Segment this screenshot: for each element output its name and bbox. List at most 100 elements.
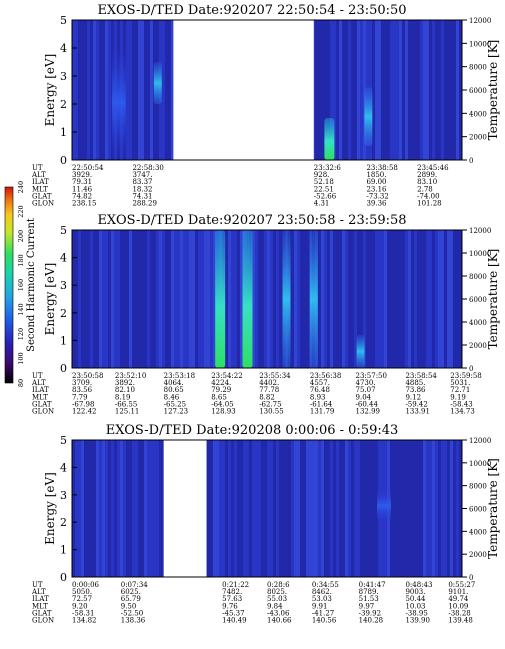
- texture-column: [357, 230, 360, 368]
- orbit-cell: 22:50:54: [72, 164, 104, 172]
- texture-column: [150, 230, 153, 368]
- y2-axis-label: Temperature [K]: [486, 458, 500, 559]
- texture-column: [366, 440, 369, 577]
- texture-column: [342, 20, 345, 160]
- texture-column: [315, 20, 318, 160]
- texture-column: [237, 230, 240, 368]
- texture-column: [423, 440, 426, 577]
- texture-column: [210, 230, 213, 368]
- texture-column: [138, 230, 141, 368]
- orbit-cell: -60.44: [356, 400, 379, 408]
- texture-column: [393, 20, 396, 160]
- texture-column: [234, 440, 237, 577]
- y-tick-label: 0: [60, 571, 67, 584]
- y2-tick-label: 10000: [469, 460, 491, 468]
- orbit-row-label: UT: [32, 164, 43, 172]
- orbit-cell: 51.53: [359, 595, 379, 603]
- texture-column: [447, 20, 450, 160]
- data-gap: [173, 20, 314, 160]
- texture-column: [300, 230, 303, 368]
- orbit-cell: 52.18: [314, 178, 334, 186]
- y-tick-label: 4: [60, 461, 67, 474]
- texture-column: [120, 440, 123, 577]
- texture-column: [123, 230, 126, 368]
- orbit-cell: 9003.: [405, 588, 425, 596]
- texture-column: [273, 230, 276, 368]
- orbit-cell: -41.27: [312, 609, 334, 617]
- orbit-cell: 4885.: [405, 379, 425, 387]
- orbit-cell: 23:45:46: [417, 164, 449, 172]
- texture-column: [411, 230, 414, 368]
- texture-column: [420, 440, 423, 577]
- y-tick-label: 2: [60, 516, 67, 529]
- panel-title: EXOS-D/TED Date:920207 22:50:54 - 23:50:…: [97, 3, 406, 18]
- texture-column: [237, 440, 240, 577]
- orbit-row-label: ILAT: [32, 595, 49, 603]
- orbit-cell: 23:55:34: [259, 372, 291, 380]
- y2-tick-label: 4000: [469, 528, 487, 536]
- texture-column: [102, 20, 105, 160]
- texture-column: [324, 230, 327, 368]
- texture-column: [450, 440, 453, 577]
- orbit-cell: 10.09: [448, 602, 468, 610]
- texture-column: [414, 20, 417, 160]
- texture-column: [108, 230, 111, 368]
- texture-column: [387, 230, 390, 368]
- texture-column: [165, 230, 168, 368]
- orbit-cell: -45.37: [222, 609, 244, 617]
- texture-column: [390, 20, 393, 160]
- texture-column: [204, 230, 207, 368]
- texture-column: [327, 230, 330, 368]
- texture-column: [435, 440, 438, 577]
- orbit-cell: 4402.: [259, 379, 279, 387]
- texture-column: [354, 20, 357, 160]
- texture-column: [195, 230, 198, 368]
- texture-column: [87, 440, 90, 577]
- texture-column: [267, 230, 270, 368]
- orbit-cell: 9.12: [405, 393, 421, 401]
- texture-column: [81, 230, 84, 368]
- emission-band: [215, 230, 226, 368]
- orbit-cell: -61.64: [310, 400, 333, 408]
- texture-column: [291, 440, 294, 577]
- texture-column: [129, 230, 132, 368]
- emission-band: [111, 45, 126, 161]
- orbit-cell: 8.19: [115, 393, 131, 401]
- texture-column: [90, 440, 93, 577]
- orbit-cell: 140.56: [312, 617, 337, 625]
- texture-column: [258, 440, 261, 577]
- texture-column: [297, 440, 300, 577]
- texture-column: [381, 230, 384, 368]
- orbit-row-label: ILAT: [32, 386, 49, 394]
- texture-column: [255, 440, 258, 577]
- orbit-cell: -38.95: [405, 609, 427, 617]
- orbit-row-label: GLON: [32, 617, 54, 625]
- y-axis-label: Energy [eV]: [43, 54, 57, 127]
- texture-column: [339, 230, 342, 368]
- texture-column: [234, 230, 237, 368]
- texture-column: [147, 230, 150, 368]
- orbit-cell: -52.66: [314, 192, 337, 200]
- orbit-cell: 8.82: [259, 393, 275, 401]
- texture-column: [441, 20, 444, 160]
- texture-column: [438, 440, 441, 577]
- texture-column: [402, 20, 405, 160]
- emission-band: [364, 87, 373, 146]
- texture-column: [162, 20, 165, 160]
- texture-column: [147, 440, 150, 577]
- orbit-cell: 8789.: [359, 588, 379, 596]
- texture-column: [342, 230, 345, 368]
- orbit-cell: 0:55:27: [448, 581, 475, 589]
- texture-column: [432, 20, 435, 160]
- texture-column: [444, 440, 447, 577]
- colorbar-tick-label: 220: [17, 205, 25, 217]
- orbit-cell: 125.11: [115, 408, 139, 416]
- orbit-cell: 0:48:43: [405, 581, 432, 589]
- texture-column: [348, 230, 351, 368]
- texture-column: [105, 440, 108, 577]
- texture-column: [456, 440, 459, 577]
- texture-column: [81, 440, 84, 577]
- orbit-cell: 127.23: [164, 408, 189, 416]
- texture-column: [372, 230, 375, 368]
